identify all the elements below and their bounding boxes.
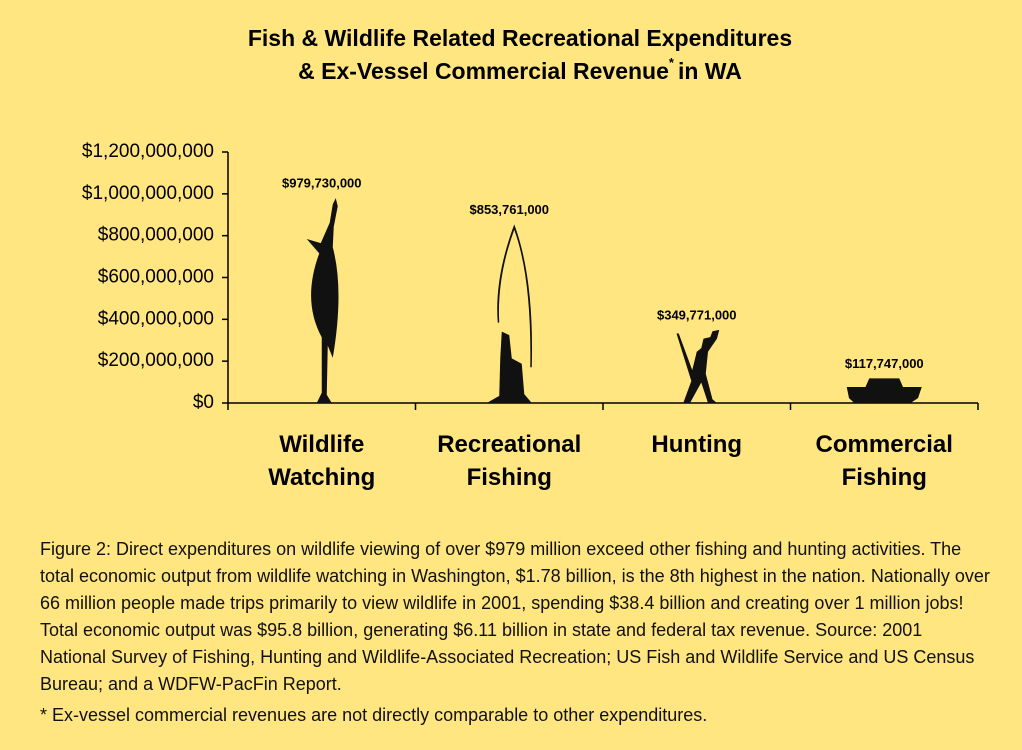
- caption: Figure 2: Direct expenditures on wildlif…: [40, 539, 990, 694]
- y-tick-label: $800,000,000: [98, 225, 214, 246]
- y-tick-label: $1,200,000,000: [82, 141, 214, 162]
- bar: [486, 224, 533, 403]
- y-tick-label: $600,000,000: [98, 267, 214, 288]
- value-label: $349,771,000: [657, 307, 737, 322]
- title-mark: *: [669, 55, 675, 70]
- y-tick-label: $0: [193, 392, 214, 413]
- y-tick-label: $200,000,000: [98, 350, 214, 371]
- x-tick-label: Commercial Fishing: [815, 431, 953, 491]
- bar: [306, 198, 339, 403]
- bar: [846, 378, 922, 403]
- title-line: & Ex-Vessel Commercial Revenue: [298, 58, 669, 84]
- value-label: $117,747,000: [845, 356, 924, 371]
- value-label: $979,730,000: [282, 176, 362, 191]
- x-tick-label: Recreational Fishing: [437, 431, 582, 491]
- x-tick-label: Hunting: [651, 431, 743, 458]
- chart-title: & Ex-Vessel Commercial Revenue* in WA: [298, 55, 742, 84]
- title-suffix: in WA: [678, 58, 742, 84]
- chart-title: Fish & Wildlife Related Recreational Exp…: [248, 25, 792, 51]
- footnote: * Ex-vessel commercial revenues are not …: [40, 705, 708, 725]
- x-tick-label: Wildlife Watching: [268, 431, 376, 491]
- bar: [676, 329, 720, 403]
- y-tick-label: $400,000,000: [98, 308, 214, 329]
- y-tick-label: $1,000,000,000: [82, 183, 214, 204]
- value-label: $853,761,000: [469, 202, 549, 217]
